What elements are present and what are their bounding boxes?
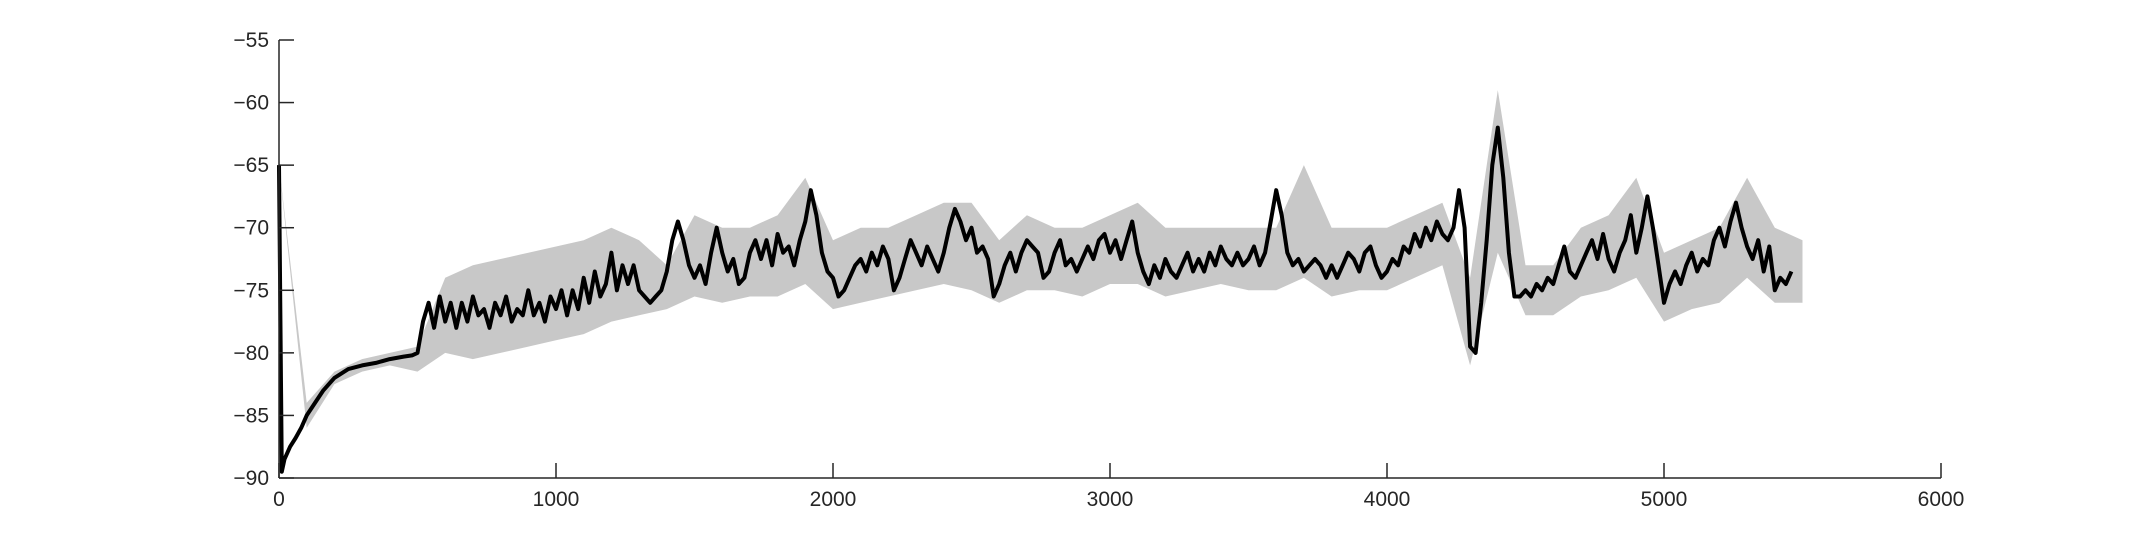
x-ticks: 0 1000 2000 3000 4000 5000 6000 (273, 463, 1964, 511)
x-tick-label: 3000 (1087, 488, 1134, 511)
y-axis: −55 −60 −65 −70 −75 −80 −85 −90 (233, 29, 294, 490)
y-tick-label: −80 (233, 342, 269, 365)
x-tick-label: 1000 (533, 488, 580, 511)
y-tick-label: −90 (233, 467, 269, 490)
x-tick-label: 6000 (1918, 488, 1965, 511)
y-ticks: −55 −60 −65 −70 −75 −80 −85 −90 (233, 29, 294, 490)
x-tick-label: 0 (273, 488, 285, 511)
y-tick-label: −55 (233, 29, 269, 52)
y-tick-label: −65 (233, 154, 269, 177)
y-tick-label: −70 (233, 217, 269, 240)
x-axis: 0 1000 2000 3000 4000 5000 6000 (273, 463, 1964, 511)
y-tick-label: −85 (233, 404, 269, 427)
mean-series-line (277, 125, 1794, 474)
plot-area (277, 90, 1803, 474)
x-tick-label: 5000 (1641, 488, 1688, 511)
x-tick-label: 4000 (1364, 488, 1411, 511)
x-tick-label: 2000 (810, 488, 857, 511)
y-tick-label: −75 (233, 279, 269, 302)
y-tick-label: −60 (233, 92, 269, 115)
